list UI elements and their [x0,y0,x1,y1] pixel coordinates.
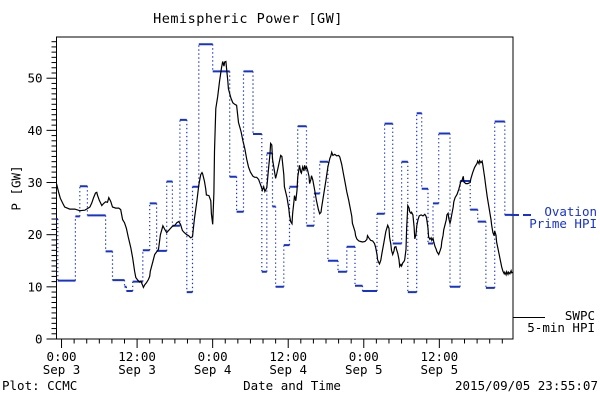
svg-text:Sep 3: Sep 3 [43,362,81,377]
svg-text:0:00: 0:00 [349,349,379,364]
svg-text:12:00: 12:00 [118,349,156,364]
legend-swpc: SWPC 5-min HPI [527,308,595,335]
x-axis-title: Date and Time [243,378,341,393]
legend-ovation-line1: Ovation [544,204,597,219]
svg-text:Sep 3: Sep 3 [118,362,156,377]
svg-text:40: 40 [27,123,42,138]
swpc-legend-line-icon [513,317,545,318]
svg-text:12:00: 12:00 [421,349,459,364]
chart-title: Hemispheric Power [GW] [153,11,343,27]
svg-text:12:00: 12:00 [269,349,307,364]
svg-text:Sep 5: Sep 5 [345,362,383,377]
svg-text:10: 10 [27,279,42,294]
svg-text:0:00: 0:00 [198,349,228,364]
legend-ovation: Ovation Prime HPI [529,204,597,231]
svg-text:Sep 4: Sep 4 [194,362,232,377]
svg-text:Sep 5: Sep 5 [421,362,459,377]
legend-swpc-line1: SWPC [564,308,595,323]
ovation-legend-dash-icon [511,214,535,217]
legend-swpc-line2: 5-min HPI [527,320,595,335]
svg-text:30: 30 [27,175,42,190]
svg-text:0: 0 [35,332,43,347]
plot-timestamp: 2015/09/05 23:55:07 [455,378,598,393]
svg-text:0:00: 0:00 [46,349,76,364]
svg-text:20: 20 [27,227,42,242]
svg-text:Sep 4: Sep 4 [269,362,307,377]
svg-text:50: 50 [27,71,42,86]
legend-ovation-line2: Prime HPI [529,216,597,231]
plot-source-label: Plot: CCMC [2,378,78,393]
